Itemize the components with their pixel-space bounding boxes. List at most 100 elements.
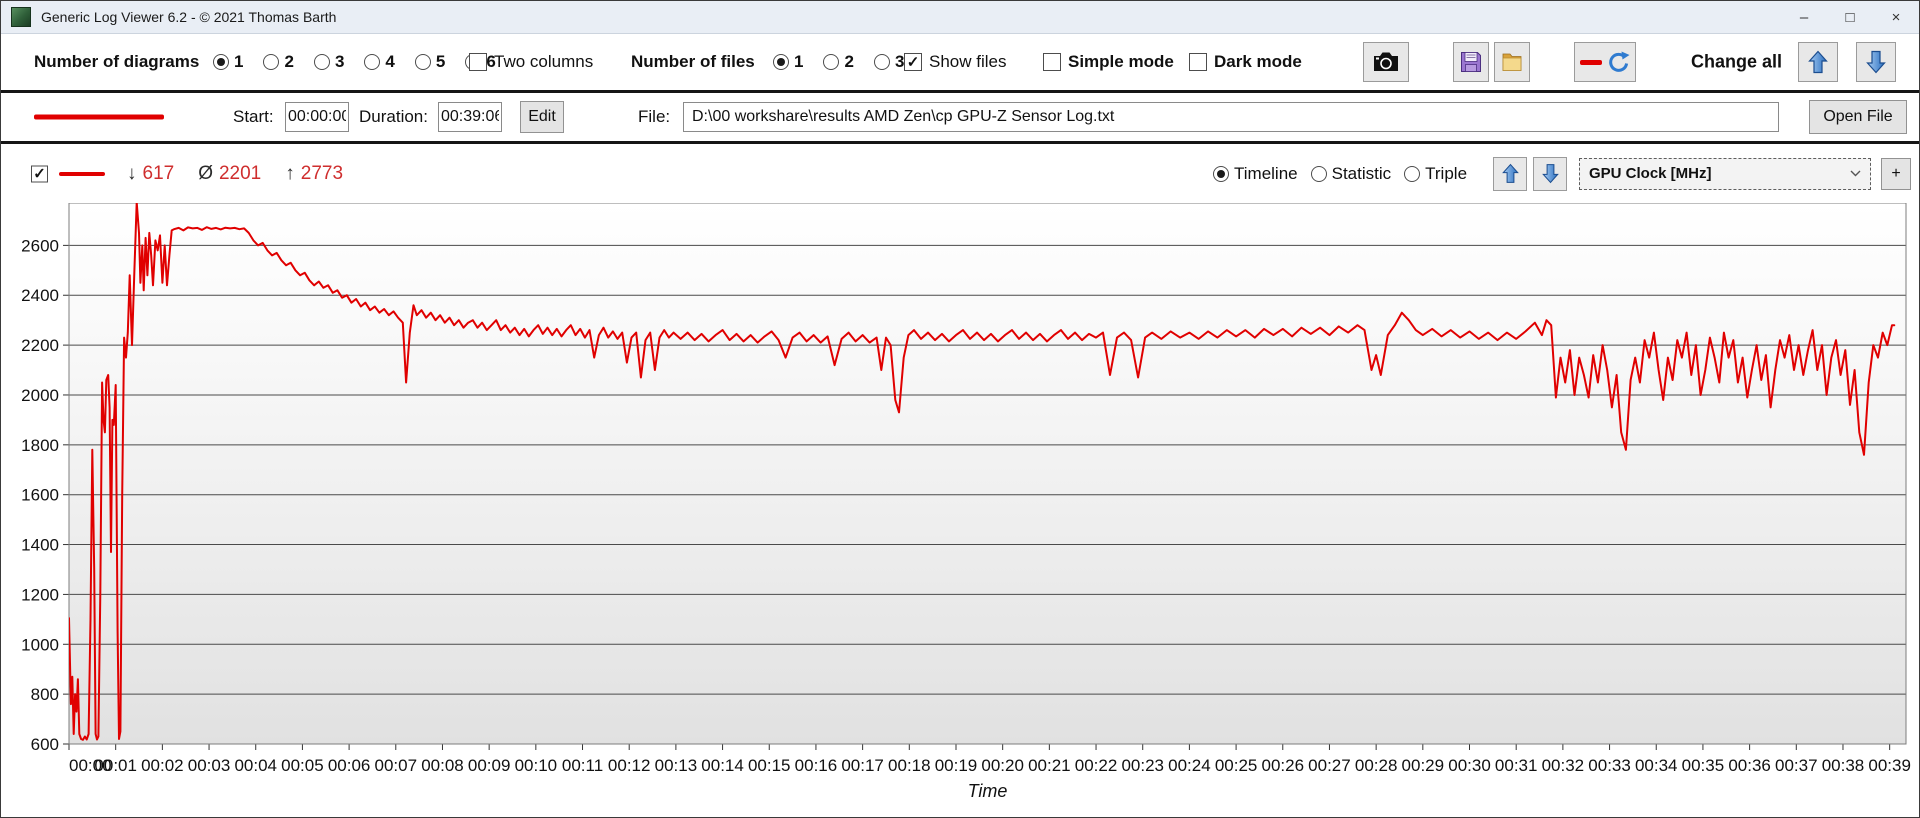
- diagrams-option-5[interactable]: 5: [414, 52, 446, 72]
- svg-text:00:16: 00:16: [795, 756, 838, 775]
- svg-text:00:27: 00:27: [1308, 756, 1351, 775]
- diagrams-option-3[interactable]: 3: [313, 52, 345, 72]
- floppy-disk-icon: [1461, 52, 1481, 72]
- radio-label: 3: [334, 52, 345, 71]
- average-icon: Ø: [198, 162, 213, 184]
- radio-icon: [1310, 165, 1327, 182]
- svg-text:00:20: 00:20: [981, 756, 1024, 775]
- close-icon[interactable]: ×: [1891, 8, 1901, 26]
- view-radio-group: Timeline Statistic Triple: [1213, 164, 1480, 184]
- svg-text:00:26: 00:26: [1262, 756, 1305, 775]
- svg-text:00:05: 00:05: [281, 756, 324, 775]
- radio-label: 1: [794, 52, 804, 71]
- files-label: Number of files: [631, 52, 755, 71]
- diagram-down-button[interactable]: [1533, 156, 1567, 191]
- diagram-up-button[interactable]: [1493, 156, 1527, 191]
- two-columns-checkbox[interactable]: [469, 53, 487, 71]
- svg-text:00:07: 00:07: [375, 756, 418, 775]
- show-files-label: Show files: [929, 52, 1007, 71]
- files-option-1[interactable]: 1: [773, 52, 803, 72]
- svg-text:00:12: 00:12: [608, 756, 651, 775]
- open-file-button[interactable]: Open File: [1809, 100, 1907, 134]
- duration-label: Duration:: [359, 107, 428, 126]
- diagrams-option-4[interactable]: 4: [364, 52, 395, 72]
- radio-label: Statistic: [1331, 163, 1392, 183]
- series-visible-checkbox[interactable]: ✓: [31, 165, 48, 183]
- blue-arrow-down-icon: [1541, 164, 1559, 184]
- simple-mode-label: Simple mode: [1068, 52, 1174, 71]
- svg-text:00:22: 00:22: [1075, 756, 1118, 775]
- diagrams-option-1[interactable]: 1: [213, 52, 243, 72]
- simple-mode-checkbox[interactable]: [1043, 53, 1061, 71]
- svg-text:1600: 1600: [21, 486, 59, 505]
- reset-zoom-button[interactable]: [1574, 42, 1636, 82]
- view-option-statistic[interactable]: Statistic: [1310, 163, 1392, 184]
- maximize-icon[interactable]: □: [1845, 8, 1855, 26]
- svg-text:00:11: 00:11: [562, 756, 603, 775]
- radio-icon: [823, 54, 840, 70]
- svg-text:00:28: 00:28: [1355, 756, 1398, 775]
- files-option-3[interactable]: 3: [873, 52, 904, 72]
- svg-text:1800: 1800: [21, 436, 59, 455]
- screenshot-button[interactable]: [1363, 42, 1409, 82]
- radio-icon: [1213, 165, 1229, 182]
- dark-mode-checkbox[interactable]: [1189, 53, 1207, 71]
- svg-text:00:15: 00:15: [748, 756, 791, 775]
- blue-arrow-up-icon: [1808, 50, 1828, 74]
- red-line-icon: [1580, 59, 1602, 65]
- files-option-2[interactable]: 2: [823, 52, 854, 72]
- open-folder-button[interactable]: [1494, 42, 1530, 82]
- x-axis-title: Time: [967, 781, 1008, 801]
- svg-text:00:10: 00:10: [515, 756, 558, 775]
- svg-text:00:39: 00:39: [1868, 756, 1911, 775]
- change-all-down-button[interactable]: [1856, 42, 1896, 82]
- edit-button[interactable]: Edit: [520, 101, 564, 133]
- svg-text:00:25: 00:25: [1215, 756, 1258, 775]
- files-radio-group: 1 2 3: [773, 52, 917, 72]
- refresh-icon: [1609, 51, 1630, 72]
- show-files-checkbox[interactable]: ✓: [904, 53, 922, 71]
- window-title: Generic Log Viewer 6.2 - © 2021 Thomas B…: [41, 9, 337, 25]
- timeline-chart[interactable]: 600 800 1000 1200 1400 1600 1800 2000 2200 2400 26…: [1, 202, 1919, 817]
- signal-select[interactable]: GPU Clock [MHz]: [1579, 157, 1871, 190]
- series-color-line: [34, 114, 164, 120]
- svg-text:2200: 2200: [21, 336, 59, 355]
- app-icon: [11, 7, 31, 27]
- svg-text:2600: 2600: [21, 236, 59, 255]
- svg-text:00:09: 00:09: [468, 756, 511, 775]
- save-button[interactable]: [1453, 42, 1489, 82]
- svg-text:00:31: 00:31: [1495, 756, 1538, 775]
- diagrams-option-2[interactable]: 2: [263, 52, 294, 72]
- view-option-timeline[interactable]: Timeline: [1213, 164, 1298, 184]
- svg-text:00:34: 00:34: [1635, 756, 1678, 775]
- add-signal-button[interactable]: +: [1881, 157, 1911, 190]
- start-input[interactable]: [285, 102, 349, 132]
- min-arrow-icon: ↓: [127, 162, 137, 184]
- change-all-up-button[interactable]: [1798, 42, 1838, 82]
- svg-text:00:19: 00:19: [935, 756, 978, 775]
- radio-icon: [873, 54, 890, 70]
- radio-label: 5: [435, 52, 446, 71]
- chart-canvas: 600 800 1000 1200 1400 1600 1800 2000 2200 2400 26…: [21, 202, 1911, 775]
- svg-text:00:35: 00:35: [1682, 756, 1725, 775]
- duration-input[interactable]: [438, 102, 502, 132]
- minimize-icon[interactable]: –: [1799, 8, 1809, 26]
- radio-label: 2: [844, 52, 854, 71]
- svg-text:00:37: 00:37: [1775, 756, 1818, 775]
- radio-label: 6: [486, 52, 496, 71]
- view-option-triple[interactable]: Triple: [1404, 164, 1467, 184]
- two-columns-label: Two columns: [494, 52, 594, 71]
- svg-text:00:23: 00:23: [1121, 756, 1164, 775]
- svg-text:2000: 2000: [21, 386, 59, 405]
- dark-mode-label: Dark mode: [1214, 52, 1302, 71]
- series-legend-line: [59, 171, 105, 176]
- file-path-input[interactable]: [683, 102, 1779, 132]
- svg-text:1400: 1400: [21, 536, 59, 555]
- radio-label: 4: [385, 52, 395, 71]
- radio-icon: [364, 54, 381, 70]
- camera-icon: [1374, 52, 1398, 71]
- radio-icon: [1404, 165, 1421, 182]
- svg-text:00:01: 00:01: [94, 756, 137, 775]
- radio-icon: [313, 54, 330, 70]
